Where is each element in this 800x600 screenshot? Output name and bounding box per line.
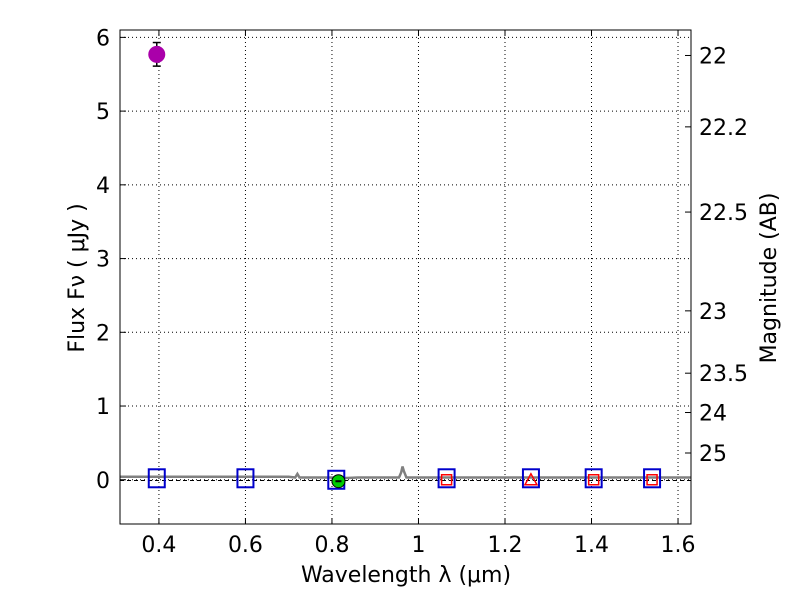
x-tick-label: 0.6	[228, 533, 263, 558]
model-photometry-box	[643, 468, 662, 489]
observed-flux-point	[587, 474, 600, 486]
observed-flux-triangle	[523, 472, 539, 486]
model-photometry-box	[236, 468, 255, 489]
x-tick-label: 0.4	[141, 533, 176, 558]
y-axis-label: Flux Fν ( μJy )	[65, 203, 90, 352]
magnitude-tick-label: 22.2	[699, 116, 748, 141]
observed-flux-point	[646, 474, 658, 486]
magnitude-tick-label: 23.5	[699, 362, 748, 387]
magnitude-axis-ticks: 22 22.2 22.5 23 23.5 24 25	[685, 44, 748, 467]
x-tick-label: 1.2	[487, 533, 522, 558]
y-tick-label: 3	[96, 248, 110, 273]
model-photometry-box	[437, 468, 456, 489]
y-tick-label: 4	[96, 174, 110, 199]
marks-layer	[147, 41, 662, 490]
magnitude-tick-label: 23	[699, 300, 727, 325]
y-tick-label: 6	[96, 26, 110, 51]
grid	[120, 30, 691, 524]
magnitude-tick-label: 24	[699, 402, 727, 427]
model-photometry-box	[521, 468, 540, 489]
x-tick-label: 1.4	[574, 533, 609, 558]
x-axis-ticks: 0.4 0.6 0.8 1 1.2 1.4 1.6	[141, 30, 696, 558]
magnitude-tick-label: 22.5	[699, 201, 748, 226]
y-tick-label: 2	[96, 321, 110, 346]
magnitude-axis-label: Magnitude (AB)	[757, 193, 782, 364]
y-tick-label: 5	[96, 100, 110, 125]
x-axis-label: Wavelength λ (μm)	[301, 563, 511, 588]
magnitude-tick-label: 22	[699, 44, 727, 69]
x-tick-label: 0.8	[314, 533, 349, 558]
plot-frame	[119, 29, 692, 525]
y-tick-label: 0	[96, 469, 110, 494]
model-photometry-box	[584, 468, 603, 489]
x-tick-label: 1.6	[661, 533, 696, 558]
spectrum-layer	[120, 466, 691, 481]
magnitude-tick-label: 25	[699, 442, 727, 467]
observed-flux-point	[440, 474, 453, 486]
y-tick-label: 1	[96, 395, 110, 420]
detected-flux	[148, 45, 166, 63]
x-tick-label: 1	[411, 533, 425, 558]
model-photometry-box	[147, 468, 166, 489]
model-spectrum	[120, 466, 691, 480]
y-axis-ticks: 0 1 2 3 4 5 6	[96, 26, 126, 494]
